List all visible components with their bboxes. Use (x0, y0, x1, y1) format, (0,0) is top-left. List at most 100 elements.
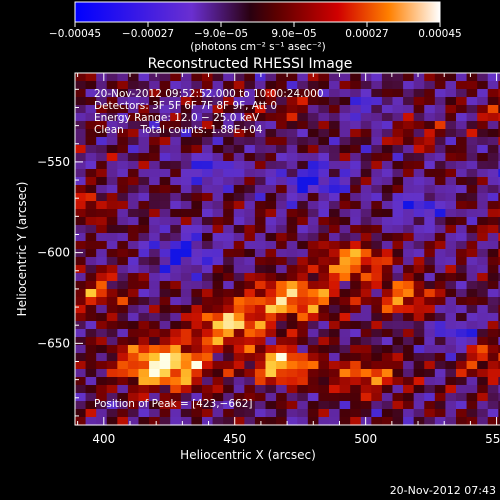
heatmap-cell (392, 129, 404, 138)
heatmap-cell (202, 81, 214, 90)
heatmap-cell (85, 249, 97, 258)
heatmap-cell (434, 177, 447, 186)
heatmap-cell (149, 305, 161, 314)
heatmap-cell (456, 289, 468, 298)
heatmap-cell (233, 385, 245, 394)
heatmap-cell (180, 137, 193, 146)
heatmap-cell (254, 121, 267, 130)
heatmap-cell (233, 113, 245, 122)
heatmap-cell (339, 105, 351, 114)
heatmap-cell (445, 209, 457, 218)
heatmap-cell (170, 305, 182, 314)
heatmap-cell (434, 121, 447, 130)
heatmap-cell (434, 369, 447, 378)
heatmap-cell (170, 161, 182, 170)
heatmap-cell (434, 89, 447, 98)
heatmap-cell (254, 289, 267, 298)
heatmap-cell (498, 297, 500, 306)
heatmap-cell (233, 105, 245, 114)
heatmap-cell (85, 233, 97, 242)
heatmap-cell (96, 225, 108, 234)
heatmap-cell (445, 217, 457, 226)
heatmap-cell (381, 201, 394, 210)
heatmap-cell (233, 377, 245, 386)
heatmap-cell (212, 329, 224, 338)
heatmap-cell (180, 305, 193, 314)
heatmap-cell (350, 193, 362, 202)
colorbar-tick-label: 0.00027 (345, 28, 388, 40)
heatmap-cell (244, 393, 256, 402)
heatmap-cell (329, 201, 341, 210)
heatmap-cell (127, 337, 140, 346)
heatmap-cell (223, 409, 235, 418)
heatmap-cell (96, 81, 108, 90)
heatmap-cell (85, 401, 97, 410)
heatmap-cell (477, 185, 489, 194)
heatmap-cell (297, 81, 309, 90)
heatmap-cell (403, 121, 415, 130)
heatmap-cell (413, 81, 425, 90)
heatmap-cell (233, 313, 245, 322)
heatmap-cell (487, 313, 499, 322)
heatmap-cell (329, 193, 341, 202)
x-axis-ticks: 400450500550 (77, 73, 500, 446)
heatmap-cell (477, 273, 489, 282)
heatmap-cell (286, 265, 298, 274)
heatmap-cell (265, 89, 277, 98)
heatmap-cell (180, 201, 193, 210)
heatmap-cell (106, 161, 118, 170)
heatmap-cell (498, 313, 500, 322)
heatmap-cell (223, 193, 235, 202)
heatmap-cell (212, 217, 224, 226)
heatmap-cell (244, 113, 256, 122)
heatmap-cell (170, 81, 182, 90)
heatmap-cell (456, 185, 468, 194)
heatmap-cell (127, 401, 140, 410)
heatmap-cell (434, 73, 447, 82)
heatmap-cell (403, 345, 415, 354)
heatmap-cell (445, 201, 457, 210)
heatmap-cell (360, 209, 372, 218)
heatmap-cell (424, 201, 436, 210)
heatmap-cell (254, 361, 267, 370)
heatmap-cell (265, 161, 277, 170)
heatmap-cell (223, 113, 235, 122)
heatmap-cell (286, 273, 298, 282)
heatmap-cell (244, 89, 256, 98)
heatmap-cell (487, 321, 499, 330)
heatmap-cell (233, 401, 245, 410)
heatmap-cell (127, 129, 140, 138)
heatmap-cell (498, 377, 500, 386)
heatmap-cell (106, 289, 118, 298)
heatmap-cell (307, 201, 320, 210)
heatmap-cell (466, 193, 478, 202)
heatmap-cell (381, 185, 394, 194)
heatmap-cell (159, 81, 171, 90)
heatmap-cell (85, 265, 97, 274)
heatmap-cell (445, 321, 457, 330)
heatmap-cell (170, 265, 182, 274)
heatmap-cell (96, 337, 108, 346)
heatmap-cell (276, 289, 288, 298)
heatmap-cell (307, 177, 320, 186)
heatmap-cell (329, 81, 341, 90)
heatmap-cell (96, 249, 108, 258)
heatmap-cell (180, 241, 193, 250)
heatmap-cell (212, 249, 224, 258)
heatmap-cell (403, 81, 415, 90)
heatmap-cell (180, 129, 193, 138)
heatmap-cell (381, 233, 394, 242)
heatmap-cell (191, 113, 203, 122)
heatmap-cell (127, 169, 140, 178)
heatmap-cell (265, 257, 277, 266)
heatmap-cell (159, 73, 171, 82)
heatmap-cell (85, 409, 97, 418)
heatmap-cell (191, 321, 203, 330)
heatmap-cell (360, 233, 372, 242)
heatmap-cell (487, 145, 499, 154)
heatmap-cell (85, 305, 97, 314)
heatmap-cell (286, 393, 298, 402)
heatmap-cell (254, 273, 267, 282)
heatmap-cell (329, 257, 341, 266)
heatmap-cell (477, 289, 489, 298)
